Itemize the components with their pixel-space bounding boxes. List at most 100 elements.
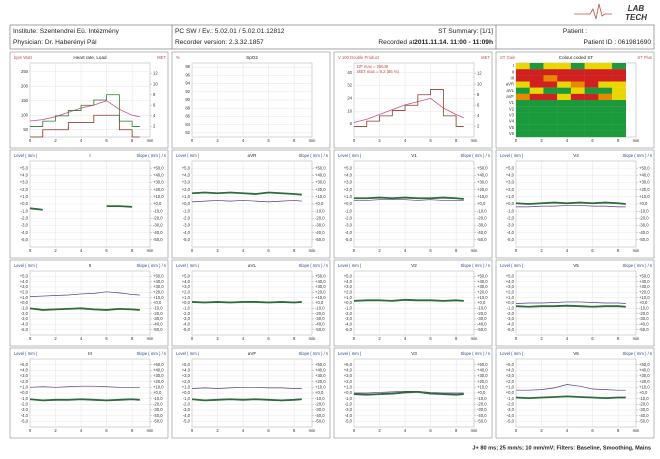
y-tick-label: +3,0	[20, 373, 29, 378]
trace	[191, 301, 302, 304]
y-tick-label: -5,0	[345, 237, 353, 242]
y-tick-label: 84	[185, 122, 190, 127]
heat-cell	[598, 100, 613, 107]
heat-cell	[584, 93, 599, 101]
panel	[495, 347, 655, 439]
y-tick-label: -1,0	[507, 208, 515, 213]
y2-tick-label: +50,0	[639, 273, 650, 278]
x-tick-label: 4	[566, 336, 569, 341]
y2-tick-label: -20,0	[639, 311, 649, 316]
y-tick-label: +1,0	[344, 384, 353, 389]
institute: Institute: Szentendrei Eü. Intézmény	[13, 28, 120, 35]
y-tick-label: +4,0	[506, 172, 515, 177]
y-tick-label: +3,0	[506, 180, 515, 185]
logo-text: LAB	[628, 4, 645, 13]
heat-cell	[557, 130, 572, 138]
lead-label: V5	[509, 125, 515, 130]
x-tick-label: 4	[242, 336, 245, 341]
y-tick-label: 98	[185, 64, 190, 69]
y-tick-label: +0,0	[182, 390, 191, 395]
y-tick-label: -3,0	[345, 407, 353, 412]
x-tick-label: 4	[242, 248, 245, 253]
y-tick-label: +1,0	[344, 295, 353, 300]
annotation: MET max = 9,2 (86 %)	[357, 69, 400, 74]
x-tick-label: 6	[105, 428, 108, 433]
y2-tick-label: +20,0	[315, 379, 326, 384]
heat-cell	[612, 112, 626, 119]
y-tick-label: +4,0	[182, 279, 191, 284]
heat-cell	[598, 63, 613, 70]
y-tick-label: -1,0	[183, 208, 191, 213]
y-tick-label: -2,0	[507, 215, 515, 220]
y2-tick-label: +30,0	[315, 284, 326, 289]
x-tick-label: 8	[293, 428, 296, 433]
y2-tick-label: +20,0	[153, 289, 164, 294]
y-tick-label: 250	[21, 69, 29, 74]
x-tick-label: 2	[540, 428, 543, 433]
y2-tick-label: +0,0	[477, 201, 486, 206]
y-tick-label: +3,0	[506, 284, 515, 289]
y-tick-label: +1,0	[506, 194, 515, 199]
heat-cell	[516, 124, 530, 131]
y-tick-label: +3,0	[344, 180, 353, 185]
y2-tick-label: +30,0	[477, 180, 488, 185]
y2-tick-label: -20,0	[477, 401, 487, 406]
y-tick-label: -2,0	[507, 311, 515, 316]
heat-cell	[598, 69, 613, 76]
lead-title: V2	[411, 263, 417, 268]
y-tick-label: -3,0	[507, 316, 515, 321]
y-tick-label: +4,0	[344, 279, 353, 284]
y-tick-label: +4,0	[182, 367, 191, 372]
y-tick-label: -4,0	[345, 321, 353, 326]
x-tick-label: 4	[242, 428, 245, 433]
y-tick-label: -4,0	[21, 321, 29, 326]
heat-cell	[516, 112, 530, 119]
y-tick-label: +5,0	[20, 362, 29, 367]
y2-tick-label: -10,0	[639, 396, 649, 401]
heat-cell	[612, 100, 626, 107]
trace	[515, 301, 626, 304]
y-tick-label: -2,0	[345, 401, 353, 406]
level-label: Level ( mm )	[14, 263, 38, 268]
x-tick-label: 6	[267, 138, 270, 143]
y-tick-label: +2,0	[344, 187, 353, 192]
x-unit: min	[471, 138, 478, 143]
y2-tick-label: +50,0	[315, 362, 326, 367]
y-tick-label: +3,0	[182, 284, 191, 289]
y-tick-label: +5,0	[344, 273, 353, 278]
slope-label: Slope ( mm ) / s	[622, 153, 652, 158]
y2-tick-label: -10,0	[315, 305, 325, 310]
panel	[495, 259, 655, 347]
y-tick-label: -2,0	[21, 311, 29, 316]
x-tick-label: 6	[429, 248, 432, 253]
y-tick-label: 92	[185, 89, 190, 94]
y2-tick-label: +50,0	[153, 273, 164, 278]
y2-tick-label: -30,0	[639, 223, 649, 228]
y2-tick-label: -40,0	[477, 230, 487, 235]
recorded: 2011.11.14. 11:00 - 11:09h	[414, 39, 493, 46]
y-tick-label: +0,0	[20, 390, 29, 395]
x-tick-label: 8	[455, 248, 458, 253]
x-tick-label: 6	[591, 138, 594, 143]
y-tick-label: 150	[21, 98, 29, 103]
x-tick-label: 8	[131, 248, 134, 253]
y-tick-label: +4,0	[182, 172, 191, 177]
lead-label: aVL	[507, 88, 515, 93]
heat-cell	[557, 118, 572, 125]
heat-cell	[543, 118, 558, 125]
y2-tick-label: -40,0	[477, 321, 487, 326]
x-tick-label: 8	[293, 248, 296, 253]
y-tick-label: 82	[185, 130, 190, 135]
x-tick-label: 8	[455, 138, 458, 143]
level-label: Level ( mm )	[500, 263, 524, 268]
x-tick-label: 6	[267, 336, 270, 341]
y2-tick-label: +0,0	[153, 300, 162, 305]
y2-tick-label: -40,0	[639, 413, 649, 418]
x-unit: min	[633, 428, 640, 433]
y2-tick-label: -50,0	[639, 418, 649, 423]
y2-tick-label: +0,0	[153, 201, 162, 206]
y-tick-label: +2,0	[182, 289, 191, 294]
panel	[333, 51, 493, 149]
heat-cell	[598, 87, 613, 94]
